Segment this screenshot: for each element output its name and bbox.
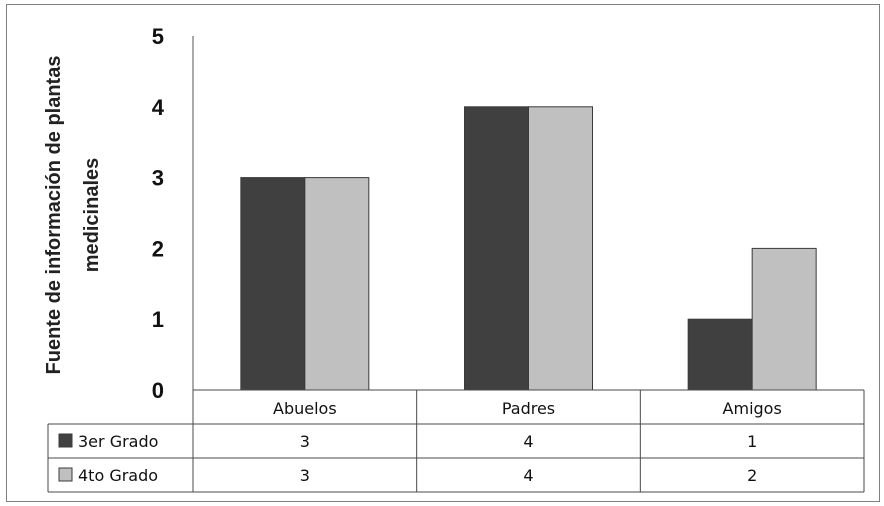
y-axis-ticks: 0 1 2 3 4 5 bbox=[152, 24, 165, 403]
category-label: Amigos bbox=[723, 399, 782, 418]
category-label: Abuelos bbox=[273, 399, 337, 418]
y-tick-label: 5 bbox=[152, 24, 164, 49]
bar-padres-series-2 bbox=[528, 106, 593, 391]
table-value: 3 bbox=[300, 466, 310, 485]
data-table: Abuelos Padres Amigos 3er Grado 3 4 1 4to Grado… bbox=[47, 389, 865, 493]
table-value: 4 bbox=[523, 466, 533, 485]
table-value: 4 bbox=[523, 432, 533, 451]
y-tick-label: 0 bbox=[152, 378, 164, 403]
table-value: 1 bbox=[747, 432, 757, 451]
bar-amigos-series-2 bbox=[751, 247, 817, 391]
y-tick-label: 3 bbox=[152, 166, 164, 191]
legend-label: 4to Grado bbox=[78, 466, 158, 485]
bar-amigos-series-1 bbox=[687, 318, 753, 391]
legend-swatch bbox=[58, 433, 73, 448]
table-value: 2 bbox=[747, 466, 757, 485]
bar-abuelos-series-1 bbox=[240, 177, 306, 391]
category-label: Padres bbox=[502, 399, 555, 418]
bar-padres-series-1 bbox=[464, 106, 529, 391]
y-axis-label-line-2: medicinales bbox=[81, 158, 103, 273]
y-axis-label-line-1: Fuente de información de plantas bbox=[43, 56, 65, 375]
y-axis-label: Fuente de información de plantas medicin… bbox=[43, 56, 103, 375]
chart-frame bbox=[6, 4, 880, 502]
table-value: 3 bbox=[300, 432, 310, 451]
y-tick-label: 2 bbox=[152, 236, 164, 261]
y-tick-label: 1 bbox=[152, 307, 164, 332]
legend-swatch bbox=[58, 467, 73, 482]
legend-label: 3er Grado bbox=[78, 432, 158, 451]
bars bbox=[240, 106, 817, 391]
bar-abuelos-series-2 bbox=[304, 177, 370, 391]
y-tick-label: 4 bbox=[152, 95, 165, 120]
